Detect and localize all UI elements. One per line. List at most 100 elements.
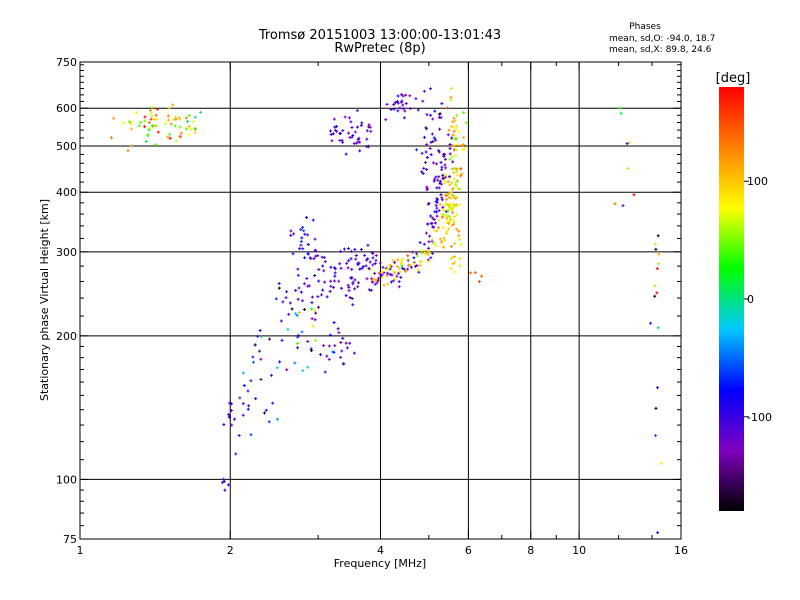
data-point xyxy=(258,329,262,333)
data-point xyxy=(306,233,310,237)
data-point xyxy=(403,109,407,113)
data-point xyxy=(149,111,153,115)
data-point xyxy=(313,318,317,322)
data-point xyxy=(438,112,442,116)
data-point xyxy=(171,103,175,107)
data-point xyxy=(455,170,459,174)
data-point xyxy=(150,105,154,109)
data-point xyxy=(254,397,258,401)
data-point xyxy=(452,220,456,224)
data-point xyxy=(358,149,362,153)
data-point xyxy=(656,531,660,535)
data-point xyxy=(457,130,461,134)
data-point xyxy=(317,267,321,271)
data-point xyxy=(452,186,456,190)
data-point xyxy=(408,258,412,262)
data-point xyxy=(371,256,375,260)
data-point xyxy=(147,128,151,132)
data-point xyxy=(445,220,449,224)
data-point xyxy=(434,138,438,142)
data-point xyxy=(288,301,292,305)
data-point xyxy=(334,128,338,132)
data-point xyxy=(193,130,197,134)
data-point xyxy=(313,273,317,277)
data-point xyxy=(238,396,242,400)
data-point xyxy=(393,277,397,281)
data-point xyxy=(271,401,275,405)
data-point xyxy=(464,121,468,125)
data-point xyxy=(451,262,455,266)
data-point xyxy=(434,175,438,179)
data-point xyxy=(426,252,430,256)
data-point xyxy=(430,216,434,220)
data-point xyxy=(349,120,353,124)
data-point xyxy=(323,370,327,374)
data-point xyxy=(242,383,246,387)
tick-labels: 1 2 4 6 8 10 16 75 100 200 300 400 500 600 750 xyxy=(56,56,688,557)
data-point xyxy=(333,266,337,270)
data-point xyxy=(329,265,333,269)
data-point xyxy=(442,236,446,240)
x-axis-label: Frequency [MHz] xyxy=(334,557,426,570)
data-point xyxy=(373,262,377,266)
data-point xyxy=(428,234,432,238)
data-point xyxy=(450,256,454,260)
data-point xyxy=(316,305,320,309)
data-point xyxy=(309,349,313,353)
data-point xyxy=(613,202,617,206)
data-point xyxy=(450,167,454,171)
data-point xyxy=(174,117,178,121)
data-point xyxy=(220,481,224,485)
data-point xyxy=(172,118,176,122)
data-point xyxy=(449,95,453,99)
data-point xyxy=(437,209,441,213)
data-point xyxy=(456,187,460,191)
data-point xyxy=(289,233,293,237)
data-point xyxy=(169,122,173,126)
data-point xyxy=(341,140,345,144)
data-point xyxy=(347,246,351,250)
chart-subtitle: RwPretec (8p) xyxy=(334,41,425,56)
data-point xyxy=(632,193,636,197)
data-point xyxy=(166,114,170,118)
data-point xyxy=(426,222,430,226)
data-point xyxy=(147,121,151,125)
y-tick-label: 200 xyxy=(56,330,77,343)
data-point xyxy=(440,165,444,169)
data-point xyxy=(109,136,113,140)
colorbar-tick-label: 100 xyxy=(747,175,768,188)
data-point xyxy=(445,216,449,220)
data-point xyxy=(380,273,384,277)
data-point xyxy=(351,280,355,284)
data-point xyxy=(396,109,400,113)
data-point xyxy=(278,360,282,364)
data-point xyxy=(446,106,450,110)
data-point xyxy=(374,279,378,283)
data-point xyxy=(446,203,450,207)
data-point xyxy=(303,232,307,236)
y-tick-label: 300 xyxy=(56,246,77,259)
data-point xyxy=(259,335,263,339)
data-point xyxy=(435,197,439,201)
data-point xyxy=(429,153,433,157)
data-point xyxy=(329,129,333,133)
data-point xyxy=(448,152,452,156)
stats-o-mode: mean, sd,O: -94.0, 18.7 xyxy=(609,34,715,44)
data-point xyxy=(420,259,424,263)
data-point xyxy=(262,411,266,415)
data-point xyxy=(314,338,318,342)
data-point xyxy=(461,148,465,152)
data-point xyxy=(134,110,138,114)
data-point xyxy=(389,108,393,112)
data-point xyxy=(427,240,431,244)
data-point xyxy=(339,341,343,345)
data-point xyxy=(348,135,352,139)
data-point xyxy=(451,125,455,129)
data-point xyxy=(396,258,400,262)
data-point xyxy=(237,434,241,438)
data-point xyxy=(440,102,444,106)
data-point xyxy=(386,282,390,286)
data-point xyxy=(347,289,351,293)
data-point xyxy=(457,234,461,238)
data-point xyxy=(356,137,360,141)
